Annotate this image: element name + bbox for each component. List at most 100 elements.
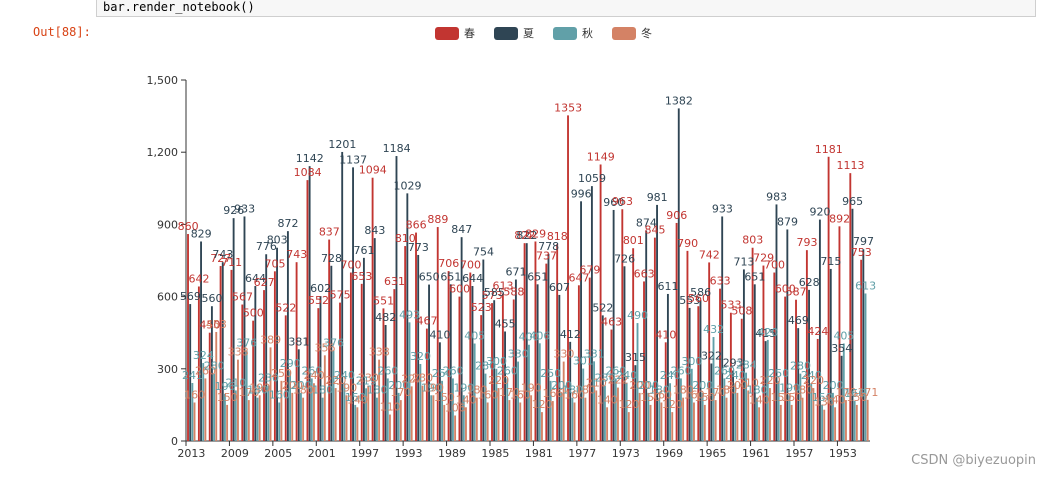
- data-label: 585: [484, 286, 505, 299]
- data-label: 996: [571, 187, 592, 200]
- data-label: 220: [803, 374, 824, 387]
- data-label: 150: [770, 391, 791, 404]
- data-label: 926: [223, 204, 244, 217]
- bar: [319, 296, 322, 441]
- data-label: 611: [658, 280, 679, 293]
- legend-label: 夏: [523, 27, 534, 40]
- bar: [362, 257, 365, 441]
- x-tick-label: 1997: [351, 447, 379, 460]
- data-label: 338: [369, 346, 390, 359]
- data-label: 588: [503, 285, 524, 298]
- bar: [395, 156, 398, 441]
- data-label: 240: [725, 369, 746, 382]
- data-label: 250: [540, 367, 561, 380]
- data-label: 200: [629, 379, 650, 392]
- data-label: 180: [792, 384, 813, 397]
- bar: [247, 400, 250, 441]
- code: bar.render_notebook(): [103, 0, 255, 14]
- data-label: 803: [742, 234, 763, 247]
- data-label: 406: [529, 329, 550, 342]
- data-label: 706: [438, 257, 459, 270]
- data-label: 644: [462, 272, 483, 285]
- data-label: 250: [271, 367, 292, 380]
- legend-swatch: [553, 27, 577, 40]
- data-label: 933: [234, 202, 255, 215]
- data-label: 400: [519, 331, 540, 344]
- data-label: 1149: [587, 150, 615, 163]
- bar: [241, 304, 244, 441]
- data-label: 776: [256, 240, 277, 253]
- data-label: 260: [605, 364, 626, 377]
- bar: [462, 395, 465, 441]
- bar: [354, 404, 357, 441]
- data-label: 522: [592, 301, 613, 314]
- bar: [276, 247, 278, 441]
- bar: [840, 355, 843, 441]
- data-label: 607: [549, 281, 570, 294]
- data-label: 651: [440, 270, 461, 283]
- bar: [323, 355, 326, 441]
- data-label: 180: [673, 384, 694, 397]
- bar: [352, 167, 354, 441]
- x-tick-label: 1989: [438, 447, 466, 460]
- bar: [577, 285, 580, 441]
- data-label: 628: [799, 276, 820, 289]
- data-label: 260: [714, 364, 735, 377]
- data-label: 356: [314, 341, 335, 354]
- data-label: 280: [204, 360, 225, 373]
- bar: [519, 402, 522, 441]
- data-label: 190: [249, 381, 270, 394]
- data-label: 284: [736, 359, 757, 372]
- bar: [551, 401, 554, 441]
- data-label: 797: [853, 235, 874, 248]
- bar: [404, 246, 407, 441]
- y-tick-label: 1,200: [147, 146, 179, 159]
- bar: [267, 385, 270, 441]
- bar: [230, 269, 233, 441]
- bar: [332, 350, 335, 441]
- x-tick-label: 1993: [395, 447, 423, 460]
- bar: [742, 269, 745, 441]
- data-label: 575: [330, 289, 351, 302]
- bar: [623, 266, 626, 441]
- bar: [204, 378, 207, 441]
- bar: [756, 397, 758, 441]
- data-label: 711: [221, 256, 242, 269]
- data-label: 743: [286, 248, 307, 261]
- bar: [590, 186, 593, 441]
- bar: [221, 262, 224, 441]
- bar: [599, 164, 602, 441]
- bar: [855, 404, 858, 441]
- data-label: 180: [367, 384, 388, 397]
- data-label: 219: [356, 374, 377, 387]
- data-label: 644: [245, 272, 266, 285]
- x-tick-label: 1973: [612, 447, 640, 460]
- data-label: 560: [688, 292, 709, 305]
- bar: [234, 390, 237, 441]
- bar: [447, 271, 450, 441]
- data-label: 160: [564, 388, 585, 401]
- data-label: 322: [701, 350, 722, 363]
- data-label: 1382: [665, 94, 693, 107]
- data-label: 742: [699, 248, 720, 261]
- data-label: 160: [184, 388, 205, 401]
- data-label: 301: [573, 355, 594, 368]
- data-label: 729: [753, 252, 774, 265]
- data-label: 627: [254, 276, 275, 289]
- bar: [310, 378, 313, 441]
- data-label: 110: [380, 401, 401, 414]
- data-label: 892: [829, 212, 850, 225]
- data-label: 170: [238, 386, 259, 399]
- data-label: 822: [514, 229, 535, 242]
- bar: [795, 299, 797, 441]
- bar: [265, 254, 268, 441]
- data-label: 553: [679, 294, 700, 307]
- data-label: 180: [293, 384, 314, 397]
- bar: [367, 385, 370, 441]
- data-label: 200: [291, 379, 312, 392]
- bar: [766, 339, 769, 441]
- bar: [747, 390, 750, 441]
- x-tick-label: 2009: [221, 447, 249, 460]
- data-label: 700: [764, 259, 785, 272]
- bar: [710, 363, 713, 441]
